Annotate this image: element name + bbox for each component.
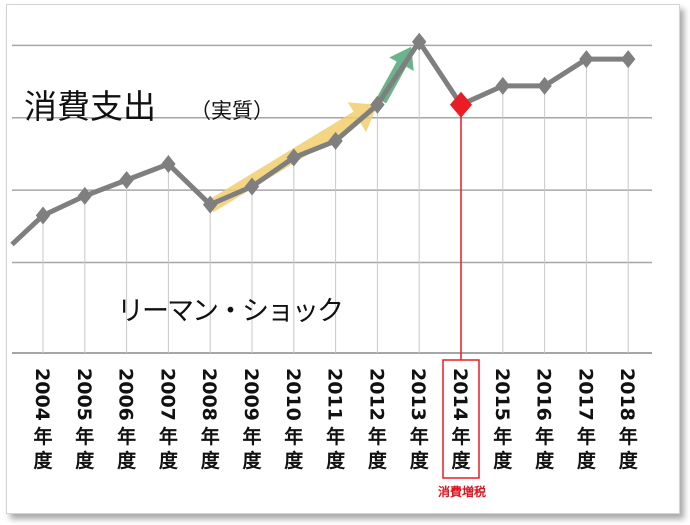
- svg-text:2006: 2006: [115, 368, 137, 421]
- data-point: [495, 76, 510, 95]
- svg-text:年: 年: [117, 425, 136, 448]
- svg-text:度: 度: [451, 449, 471, 472]
- svg-text:2016: 2016: [533, 368, 555, 421]
- svg-text:度: 度: [410, 449, 430, 472]
- svg-text:年: 年: [33, 425, 52, 448]
- x-tick-label: 2004 年度: [31, 368, 53, 472]
- x-tick-label: 2006 年度: [115, 368, 137, 472]
- chart-subtitle: （実質）: [190, 99, 274, 123]
- svg-text:度: 度: [577, 449, 597, 472]
- svg-text:度: 度: [201, 449, 221, 472]
- series-line: [10, 39, 629, 247]
- x-tick-label: 2012 年度: [365, 368, 387, 472]
- x-tick-label: 2014 年度: [449, 368, 471, 472]
- svg-text:2010: 2010: [282, 368, 304, 421]
- data-point: [621, 50, 636, 69]
- x-tick-label: 2017 年度: [574, 368, 596, 472]
- svg-text:度: 度: [493, 449, 513, 472]
- data-point-highlight: [449, 91, 473, 118]
- svg-text:2009: 2009: [240, 368, 262, 421]
- svg-text:年: 年: [410, 425, 429, 448]
- svg-text:2012: 2012: [365, 368, 387, 421]
- x-tick-label: 2007 年度: [156, 368, 178, 472]
- series-markers: [35, 32, 636, 479]
- x-tick-label: 2013 年度: [407, 368, 429, 472]
- x-tick-label: 2015 年度: [491, 368, 513, 472]
- chart-frame: [6, 4, 680, 514]
- svg-text:2008: 2008: [198, 368, 220, 421]
- data-point: [328, 131, 343, 150]
- svg-text:度: 度: [619, 449, 639, 472]
- data-point: [203, 195, 218, 214]
- svg-text:年: 年: [201, 425, 220, 448]
- svg-text:度: 度: [75, 449, 95, 472]
- svg-text:度: 度: [284, 449, 304, 472]
- data-point: [286, 148, 301, 167]
- svg-text:年: 年: [451, 425, 470, 448]
- data-point: [412, 32, 427, 51]
- svg-text:度: 度: [535, 449, 555, 472]
- svg-text:2007: 2007: [156, 368, 178, 421]
- x-tick-label: 2016 年度: [533, 368, 555, 472]
- svg-text:年: 年: [535, 425, 554, 448]
- svg-text:度: 度: [33, 449, 53, 472]
- svg-text:2015: 2015: [491, 368, 513, 421]
- tax-year-box: [442, 359, 480, 479]
- svg-text:年: 年: [368, 425, 387, 448]
- data-point: [35, 206, 51, 225]
- x-axis-labels: 2004年度2005年度2006年度2007年度2008年度2009年度2010…: [31, 368, 639, 472]
- x-tick-label: 2008 年度: [198, 368, 220, 472]
- data-point: [161, 155, 176, 174]
- svg-text:年: 年: [75, 425, 94, 448]
- svg-text:度: 度: [159, 449, 179, 472]
- chart-title: 消費支出: [24, 87, 156, 126]
- svg-text:2004: 2004: [31, 368, 53, 421]
- data-point: [537, 76, 552, 95]
- data-point: [579, 50, 594, 69]
- consumption-line: [10, 39, 629, 247]
- svg-text:度: 度: [368, 449, 388, 472]
- x-tick-label: 2009 年度: [240, 368, 262, 472]
- svg-text:度: 度: [117, 449, 137, 472]
- x-tick-label: 2011 年度: [324, 368, 346, 472]
- svg-text:2018: 2018: [616, 368, 638, 421]
- svg-text:2005: 2005: [73, 368, 95, 421]
- svg-text:年: 年: [284, 425, 303, 448]
- data-point: [370, 95, 385, 114]
- svg-text:度: 度: [326, 449, 346, 472]
- svg-text:年: 年: [619, 425, 638, 448]
- data-point: [77, 186, 92, 205]
- svg-text:度: 度: [242, 449, 262, 472]
- x-tick-label: 2005 年度: [73, 368, 95, 472]
- tax-increase-annotation: 消費増税: [438, 484, 486, 499]
- svg-text:2011: 2011: [324, 368, 346, 421]
- svg-text:年: 年: [493, 425, 512, 448]
- data-point: [244, 177, 260, 196]
- svg-text:2013: 2013: [407, 368, 429, 421]
- svg-text:年: 年: [577, 425, 596, 448]
- grid-layer: [12, 41, 652, 354]
- lehman-shock-annotation: リーマン・ショック: [117, 296, 342, 327]
- x-tick-label: 2018 年度: [616, 368, 638, 472]
- svg-text:2014: 2014: [449, 368, 471, 421]
- svg-text:年: 年: [326, 425, 345, 448]
- svg-text:年: 年: [242, 425, 261, 448]
- x-tick-label: 2010 年度: [282, 368, 304, 472]
- svg-text:2017: 2017: [574, 368, 596, 421]
- data-point: [119, 170, 134, 189]
- svg-text:年: 年: [159, 425, 178, 448]
